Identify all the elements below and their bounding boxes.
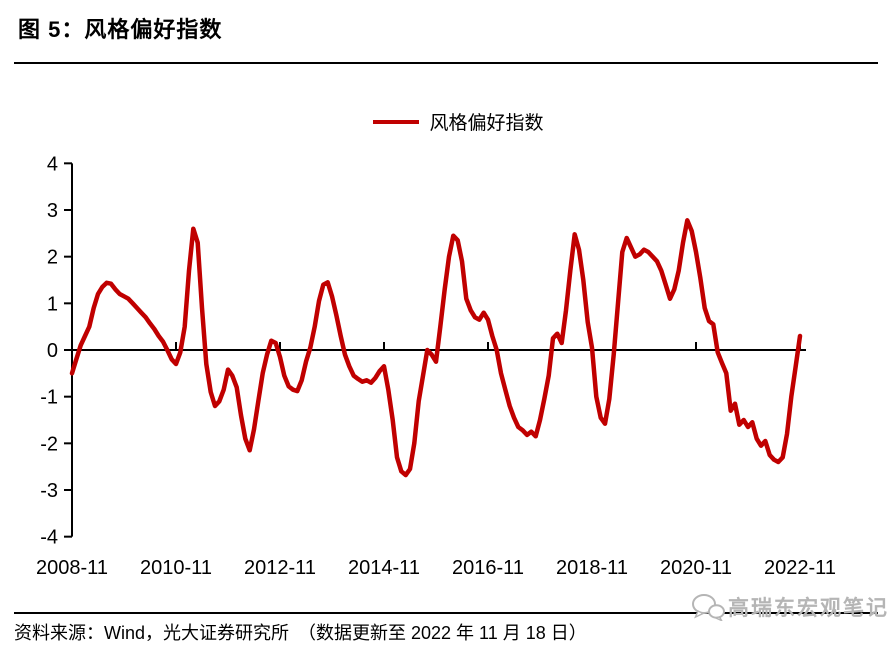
x-tick-label: 2014-11 [348,557,420,579]
y-tick-label: 4 [47,153,58,175]
legend-label: 风格偏好指数 [429,113,544,134]
source-note: 资料来源：Wind，光大证券研究所 （数据更新至 2022 年 11 月 18 … [14,623,587,643]
y-tick-label: -1 [40,387,58,409]
x-tick-label: 2020-11 [660,557,732,579]
x-tick-label: 2012-11 [244,557,316,579]
wechat-bubbles-icon [692,594,725,621]
y-tick-label: 1 [47,293,58,315]
chart-area: 风格偏好指数 4 3 2 1 0 -1 -2 -3 -4 2008-11 2010-11 2012-1… [0,78,895,610]
x-tick-label: 2022-11 [764,557,836,579]
y-tick-label: -2 [40,433,58,455]
chart-legend: 风格偏好指数 [11,108,895,135]
chart-svg: 4 3 2 1 0 -1 -2 -3 -4 2008-11 2010-11 2012-11 2014-1… [36,153,836,579]
watermark-text: 高瑞东宏观笔记 [728,597,889,620]
y-tick-label: 0 [47,340,58,362]
legend-line-swatch [373,119,420,124]
x-tick-label: 2010-11 [140,557,212,579]
x-tick-label: 2008-11 [36,557,108,579]
y-tick-label: -4 [40,527,58,549]
watermark: 高瑞东宏观笔记 [691,592,889,622]
x-tick-label: 2018-11 [556,557,628,579]
x-tick-label: 2016-11 [452,557,524,579]
y-tick-label: 2 [47,247,58,269]
page-title: 图 5：风格偏好指数 [18,17,223,42]
y-tick-label: 3 [47,200,58,222]
y-tick-label: -3 [40,480,58,502]
style-preference-line [69,218,803,478]
title-divider [14,62,878,64]
footer-divider [14,612,878,614]
